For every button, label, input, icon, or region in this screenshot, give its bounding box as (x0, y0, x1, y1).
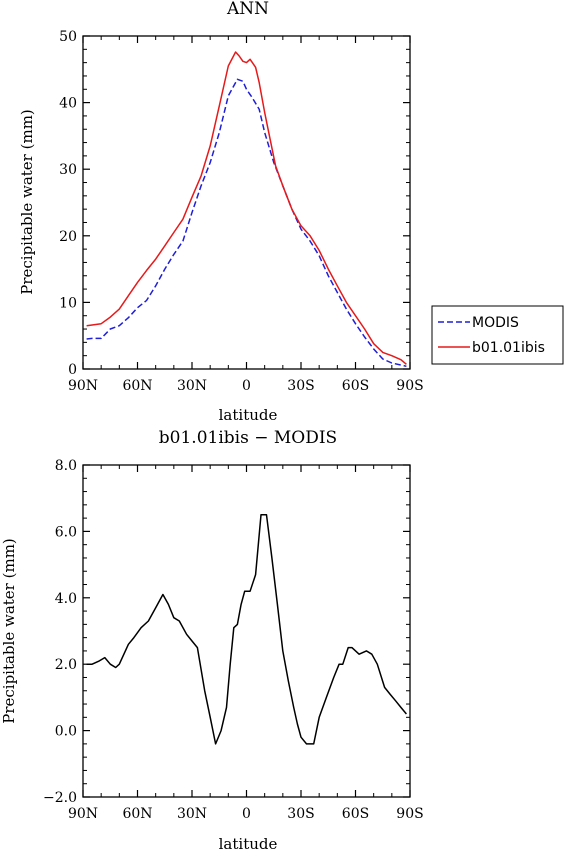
bottom-series-line-0 (86, 514, 407, 745)
top-axis-ticks: 90N 60N 30N 0 30S 60S 90S 0 10 20 30 40 50 (59, 29, 424, 394)
bottom-y-tick-label: 4.0 (55, 591, 77, 607)
bottom-x-tick-label: 30N (177, 806, 207, 822)
bottom-x-tick-label: 30S (287, 806, 314, 822)
bottom-y-tick-label: 0.0 (55, 724, 77, 740)
bottom-axis-ticks: 90N 60N 30N 0 30S 60S 90S −2.0 0.0 2.0 4.0 6.0 8.0 (43, 458, 424, 822)
legend-label-b01: b01.01ibis (472, 340, 545, 356)
top-chart-title: ANN (226, 0, 269, 19)
top-series-layer (86, 51, 407, 368)
bottom-y-tick-label: 8.0 (55, 458, 77, 474)
top-series-line-0 (86, 78, 407, 368)
top-x-tick-label: 0 (242, 378, 251, 394)
bottom-y-axis-label: Precipitable water (mm) (0, 538, 18, 724)
top-x-axis-label: latitude (219, 406, 278, 424)
top-plot-frame (82, 35, 411, 370)
top-y-tick-label: 0 (68, 362, 77, 378)
top-x-tick-label: 60S (342, 378, 369, 394)
bottom-x-tick-label: 60N (122, 806, 152, 822)
bottom-x-tick-label: 90S (396, 806, 423, 822)
top-y-tick-label: 30 (59, 162, 77, 178)
top-y-tick-label: 40 (59, 96, 77, 112)
bottom-series-layer (86, 514, 407, 745)
top-y-tick-label: 20 (59, 229, 77, 245)
legend-box (431, 305, 564, 365)
bottom-x-tick-label: 0 (242, 806, 251, 822)
bottom-x-tick-label: 60S (342, 806, 369, 822)
bottom-y-tick-label: 6.0 (55, 524, 77, 540)
top-y-axis-label: Precipitable water (mm) (18, 109, 36, 295)
top-y-tick-label: 10 (59, 295, 77, 311)
panel-top: ANN 90N 60N 30N 0 30S 60S 90S 0 10 20 30 40 50 latit… (18, 0, 564, 424)
top-x-tick-label: 90N (68, 378, 98, 394)
bottom-y-tick-label: −2.0 (43, 790, 77, 806)
panel-bottom: b01.01ibis − MODIS 90N 60N 30N 0 30S 60S 90S −2… (0, 428, 424, 851)
top-y-tick-label: 50 (59, 29, 77, 45)
legend: MODIS b01.01ibis (431, 305, 564, 365)
top-x-tick-label: 90S (396, 378, 423, 394)
top-x-tick-label: 30N (177, 378, 207, 394)
top-x-tick-label: 30S (287, 378, 314, 394)
bottom-x-axis-label: latitude (219, 835, 278, 851)
legend-label-modis: MODIS (472, 315, 519, 331)
bottom-plot-frame (82, 464, 411, 798)
top-series-line-1 (86, 51, 407, 365)
bottom-chart-title: b01.01ibis − MODIS (159, 428, 337, 448)
bottom-x-tick-label: 90N (68, 806, 98, 822)
top-x-tick-label: 60N (122, 378, 152, 394)
bottom-y-tick-label: 2.0 (55, 657, 77, 673)
